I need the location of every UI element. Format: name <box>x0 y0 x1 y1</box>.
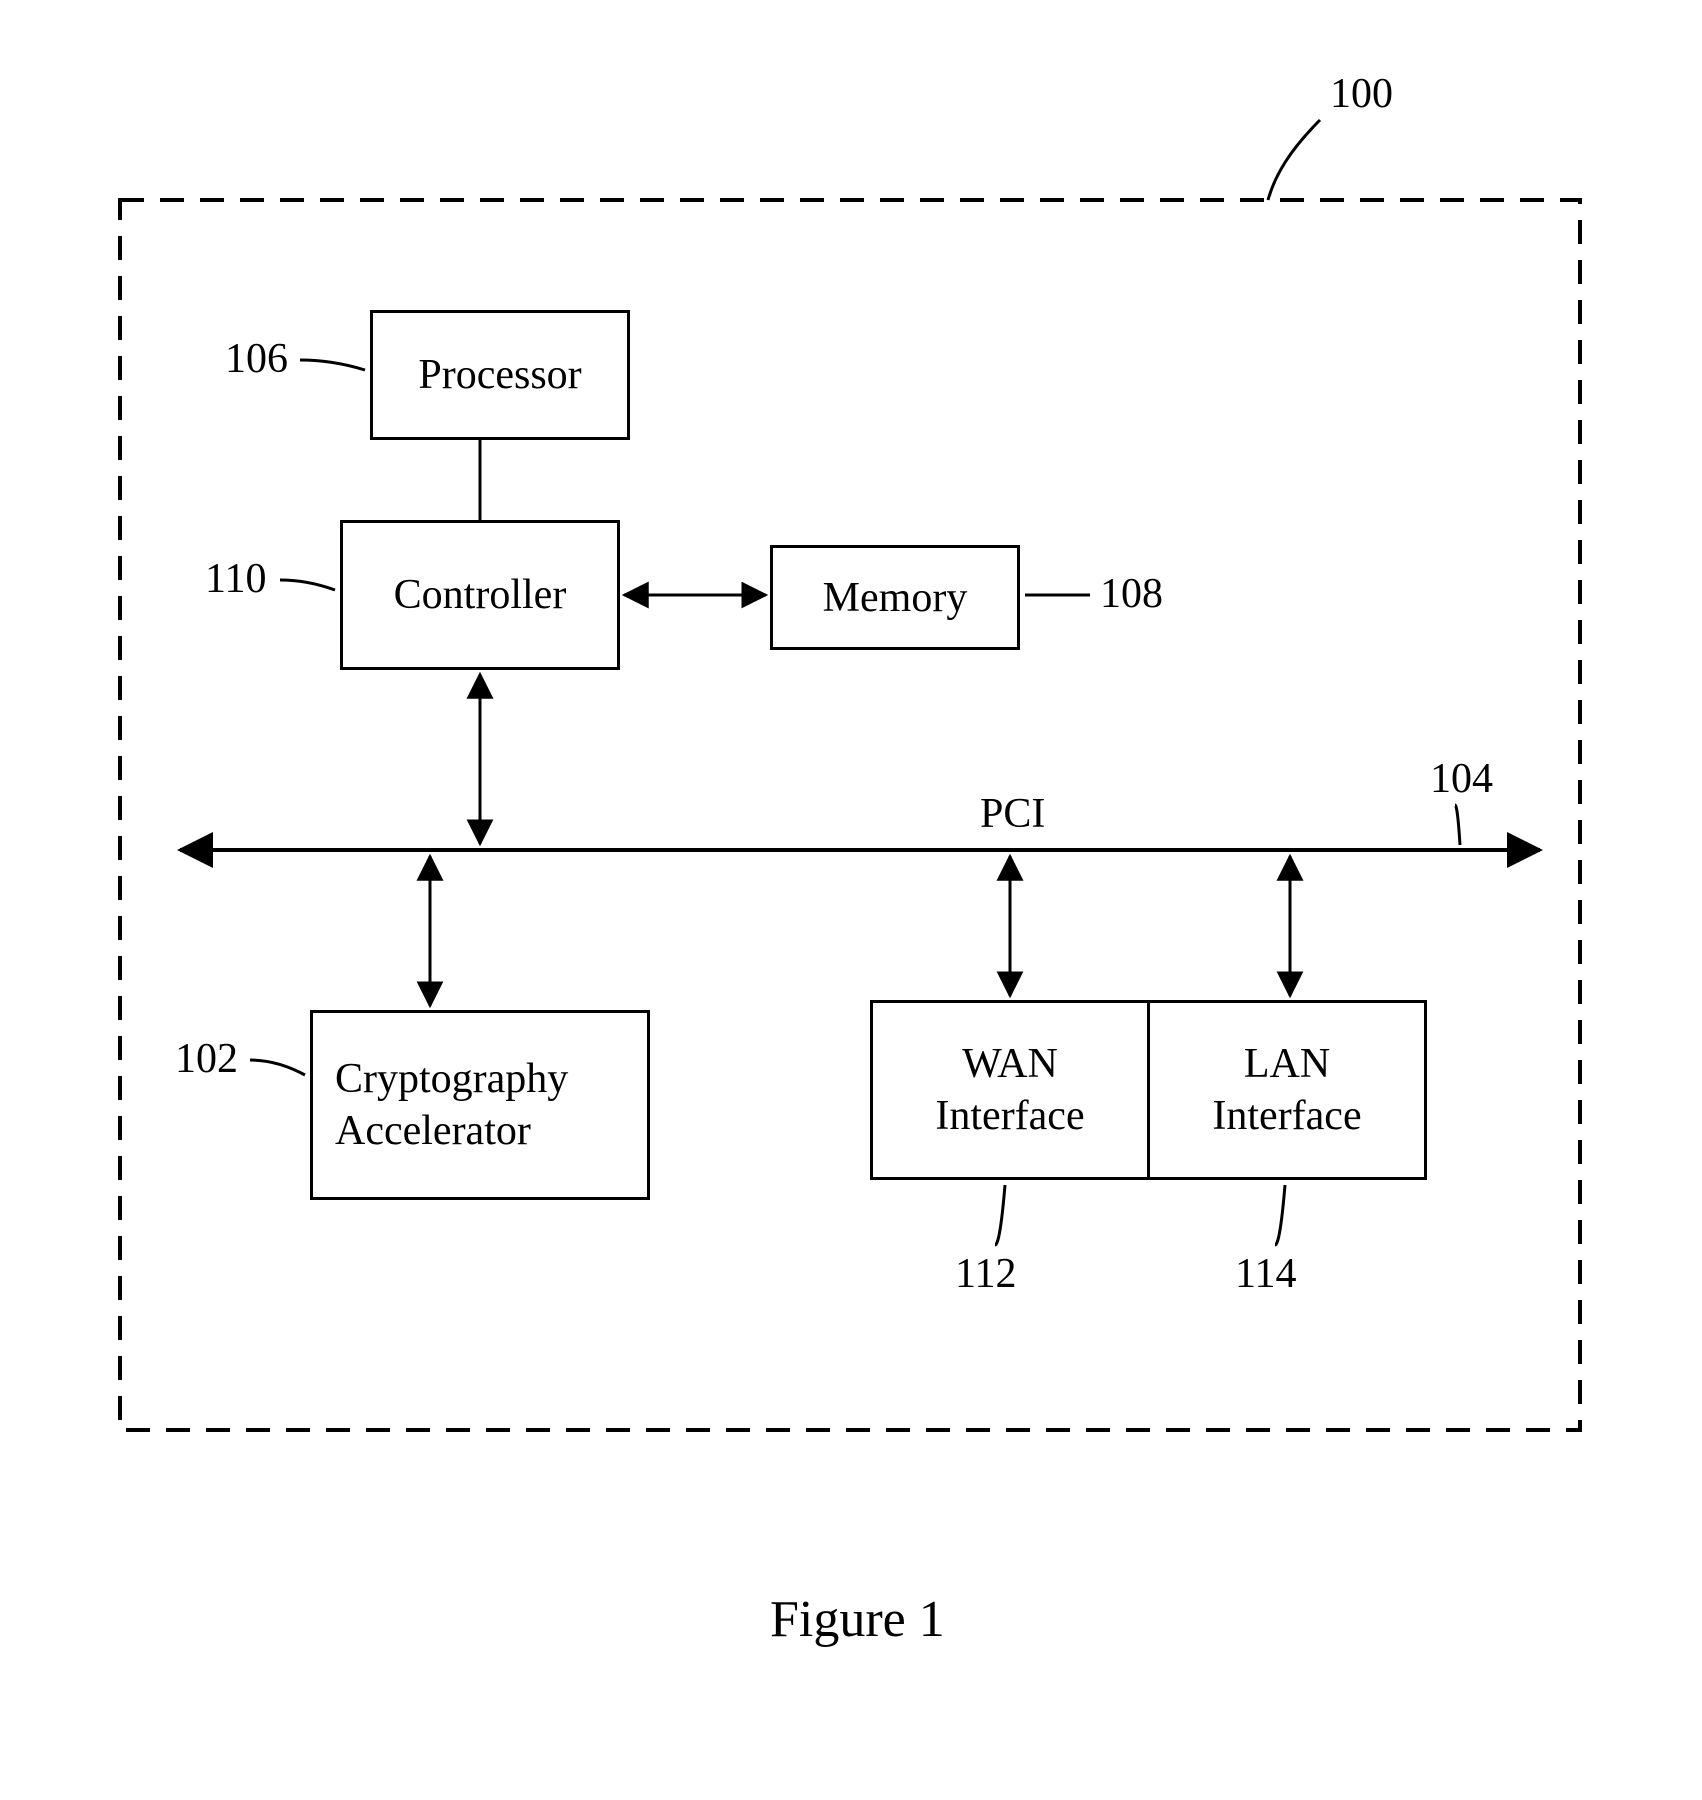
lan-box: LAN Interface <box>1147 1000 1427 1180</box>
ref-bus: 104 <box>1430 755 1493 803</box>
wan-box: WAN Interface <box>870 1000 1150 1180</box>
controller-label: Controller <box>394 571 567 619</box>
wan-label: WAN Interface <box>935 1038 1084 1143</box>
ref-wan: 112 <box>955 1250 1016 1298</box>
ref-processor: 106 <box>225 335 288 383</box>
diagram-canvas <box>0 0 1702 1800</box>
bus-label: PCI <box>980 790 1045 838</box>
lan-label: LAN Interface <box>1212 1038 1361 1143</box>
ref-memory: 108 <box>1100 570 1163 618</box>
ref-crypto: 102 <box>175 1035 238 1083</box>
memory-label: Memory <box>823 574 968 622</box>
ref-system: 100 <box>1330 70 1393 118</box>
crypto-label: Cryptography Accelerator <box>335 1053 568 1158</box>
controller-box: Controller <box>340 520 620 670</box>
processor-label: Processor <box>418 351 581 399</box>
ref-controller: 110 <box>205 555 266 603</box>
figure-caption: Figure 1 <box>770 1590 945 1649</box>
processor-box: Processor <box>370 310 630 440</box>
crypto-box: Cryptography Accelerator <box>310 1010 650 1200</box>
ref-lan: 114 <box>1235 1250 1296 1298</box>
memory-box: Memory <box>770 545 1020 650</box>
